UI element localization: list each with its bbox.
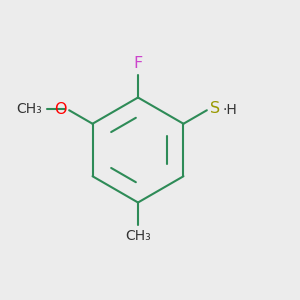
Text: F: F bbox=[134, 56, 142, 70]
Text: CH₃: CH₃ bbox=[16, 102, 42, 116]
Text: ·H: ·H bbox=[222, 103, 237, 117]
Text: S: S bbox=[210, 101, 220, 116]
Text: O: O bbox=[54, 102, 66, 117]
Text: CH₃: CH₃ bbox=[125, 230, 151, 244]
